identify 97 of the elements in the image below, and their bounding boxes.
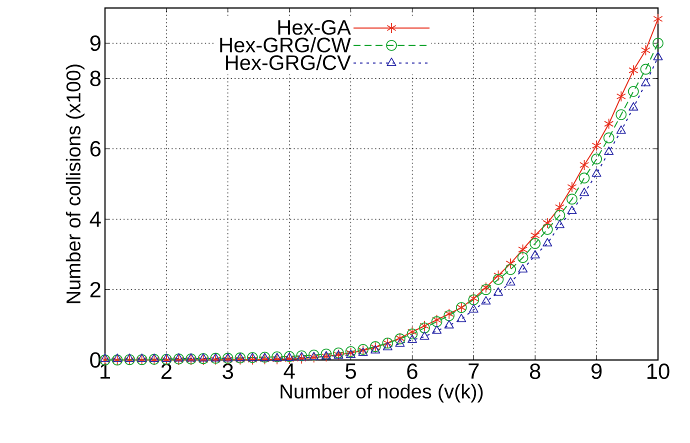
point: [198, 353, 208, 362]
point: [592, 168, 602, 177]
point: [480, 284, 492, 296]
point: [406, 328, 418, 340]
point: [296, 353, 306, 364]
point: [554, 210, 566, 221]
point: [419, 322, 430, 334]
x-tick-label: 6: [407, 364, 418, 380]
point: [100, 353, 110, 362]
point: [505, 264, 516, 275]
point: [518, 264, 528, 272]
point: [628, 102, 638, 111]
y-tick-label: 9: [90, 35, 100, 51]
x-tick-label: 7: [468, 364, 479, 379]
point: [420, 320, 430, 332]
point: [592, 140, 602, 152]
point: [432, 325, 442, 334]
point: [174, 353, 184, 362]
point: [554, 220, 564, 228]
point: [653, 13, 663, 24]
point: [493, 270, 504, 281]
point: [481, 296, 491, 305]
point: [456, 314, 466, 322]
y-tick-label: 0: [90, 352, 101, 368]
point: [506, 277, 516, 286]
x-tick-label: 1: [100, 364, 110, 379]
point: [542, 238, 552, 246]
point: [506, 258, 516, 269]
x-axis-title: Number of nodes (v(k)): [280, 384, 483, 402]
point: [640, 64, 652, 75]
point: [320, 348, 332, 360]
point: [358, 348, 368, 356]
x-tick-label: 10: [647, 364, 670, 380]
point: [616, 109, 627, 120]
x-tick-label: 5: [346, 364, 356, 379]
x-tick-label: 4: [284, 364, 295, 379]
point: [370, 345, 380, 354]
x-tick-label: 2: [161, 364, 172, 379]
point: [395, 338, 405, 347]
point: [616, 125, 626, 134]
x-tick-label: 9: [591, 364, 602, 380]
point: [640, 78, 650, 86]
point: [492, 274, 504, 285]
point: [567, 206, 577, 214]
point: [124, 353, 134, 362]
point: [579, 160, 590, 170]
point: [591, 154, 602, 164]
point: [518, 244, 528, 255]
point: [640, 44, 650, 56]
point: [603, 132, 614, 144]
y-tick-label: 6: [90, 141, 101, 157]
point: [420, 331, 430, 340]
point: [112, 353, 122, 362]
legend-label: Hex-GRG/CW: [220, 37, 351, 52]
point: [162, 353, 172, 362]
legend-label: Hex-GA: [278, 20, 351, 35]
point: [628, 86, 639, 97]
point: [493, 287, 504, 296]
point: [186, 353, 196, 362]
point: [137, 353, 147, 362]
point: [517, 252, 528, 264]
point: [554, 202, 564, 213]
legend-label: Hex-GRG/CV: [226, 54, 351, 70]
point: [407, 326, 418, 338]
y-tick-label: 8: [90, 70, 101, 86]
point: [653, 52, 663, 60]
point: [566, 194, 578, 205]
y-axis-title: Number of collisions (x100): [66, 64, 84, 304]
point: [530, 238, 541, 249]
point: [272, 354, 282, 365]
point: [468, 304, 478, 313]
y-tick-label: 2: [90, 282, 100, 298]
point: [407, 334, 418, 343]
point: [604, 118, 614, 130]
point: [321, 351, 331, 362]
point: [542, 224, 553, 235]
x-tick-label: 8: [530, 364, 540, 380]
point: [382, 342, 392, 350]
point: [542, 218, 552, 229]
point: [578, 172, 590, 184]
point: [530, 250, 540, 258]
point: [616, 90, 626, 102]
point: [530, 230, 540, 241]
point: [248, 354, 258, 366]
x-tick-label: 3: [222, 364, 234, 380]
point: [579, 188, 590, 196]
point: [481, 282, 491, 293]
point: [149, 353, 159, 362]
point: [567, 182, 577, 193]
point: [444, 320, 454, 328]
point: [284, 353, 294, 364]
point: [628, 64, 638, 76]
point: [652, 38, 664, 49]
y-tick-label: 4: [90, 212, 101, 227]
point: [321, 351, 331, 360]
point: [309, 352, 319, 363]
point: [604, 146, 614, 155]
